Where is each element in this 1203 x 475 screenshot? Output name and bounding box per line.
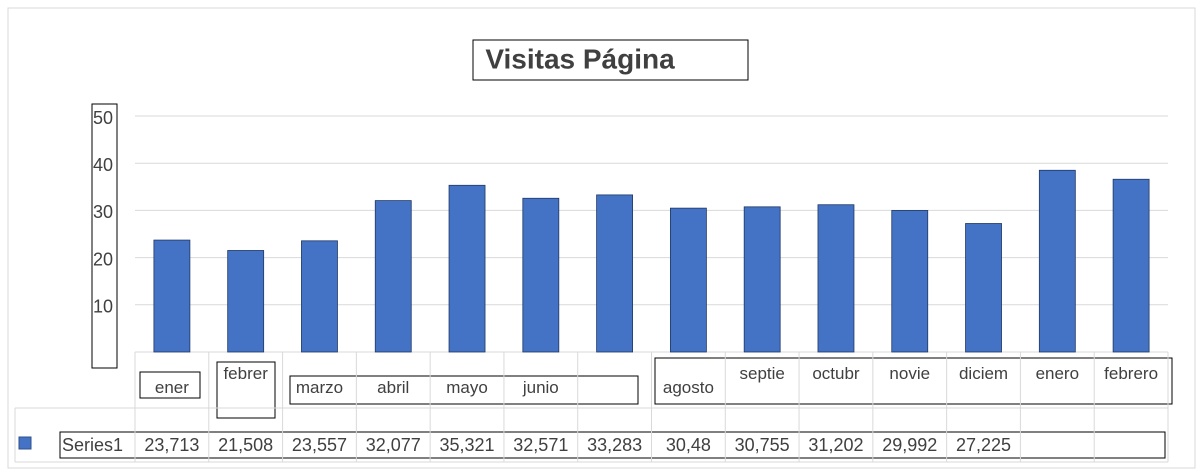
x-tick-label: octubr <box>812 364 860 383</box>
bar <box>374 200 412 353</box>
value-label: 23,713 <box>144 435 199 455</box>
bar <box>965 223 1002 353</box>
bar <box>301 240 338 353</box>
value-label: 32,571 <box>513 435 568 455</box>
bar <box>448 184 486 353</box>
legend-label: Series1 <box>62 435 123 455</box>
chart-title: Visitas Página <box>485 43 675 74</box>
title-box <box>472 39 749 81</box>
value-label: 35,321 <box>440 435 495 455</box>
label-box <box>654 357 1173 405</box>
bar <box>743 206 781 353</box>
x-tick-label: ener <box>154 378 189 397</box>
x-tick-label: enero <box>1035 364 1080 383</box>
x-tick-label: novie <box>889 364 931 383</box>
y-tick-label: 20 <box>93 249 113 269</box>
value-label: 21,508 <box>218 435 273 455</box>
axis-box <box>91 103 118 369</box>
y-tick-label: 40 <box>93 155 113 175</box>
bar <box>1112 178 1150 353</box>
value-label: 29,992 <box>882 435 937 455</box>
label-box <box>139 371 201 399</box>
bar <box>522 197 560 353</box>
value-label: 27,225 <box>956 435 1011 455</box>
label-box <box>289 375 639 405</box>
value-label: 30,755 <box>735 435 790 455</box>
value-label: 33,283 <box>587 435 642 455</box>
y-tick-label: 50 <box>93 108 113 128</box>
x-tick-label: mayo <box>446 378 488 397</box>
value-label: 30,48 <box>666 435 711 455</box>
bar <box>669 207 707 353</box>
value-label: 31,202 <box>808 435 863 455</box>
x-tick-label: junio <box>522 378 559 397</box>
bar <box>596 194 634 353</box>
label-box <box>216 361 276 419</box>
bar <box>227 250 265 353</box>
x-tick-label: febrero <box>1104 364 1159 383</box>
bar <box>153 239 191 353</box>
x-tick-label: abril <box>377 378 410 397</box>
x-tick-label: agosto <box>662 378 714 397</box>
bar <box>817 204 855 353</box>
chart-border <box>7 7 1196 469</box>
y-tick-label: 30 <box>93 202 113 222</box>
value-label: 32,077 <box>366 435 421 455</box>
table-row-box <box>59 431 1166 459</box>
x-tick-label: marzo <box>295 378 344 397</box>
x-tick-label: febrer <box>223 364 268 383</box>
legend-key <box>18 436 32 450</box>
x-tick-label: septie <box>739 364 785 383</box>
y-tick-label: 10 <box>93 297 113 317</box>
bar <box>891 210 929 353</box>
bar <box>1038 169 1076 353</box>
value-label: 23,557 <box>292 435 347 455</box>
x-tick-label: diciem <box>958 364 1009 383</box>
